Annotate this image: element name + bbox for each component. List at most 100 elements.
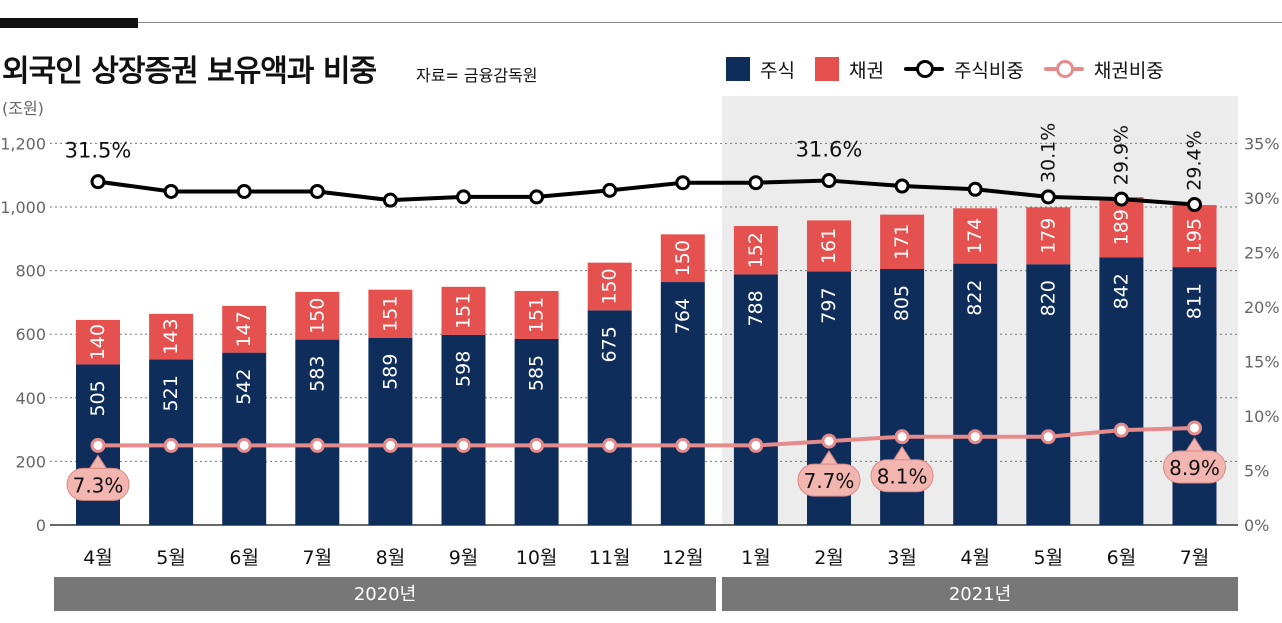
right-tick-label: 30% (1244, 189, 1280, 208)
left-axis-unit: (조원) (2, 99, 44, 118)
bar-stock-label: 589 (379, 354, 401, 390)
left-tick-label: 1,200 (0, 134, 46, 153)
bar-bond (1099, 197, 1144, 258)
bar-stock (1026, 264, 1071, 525)
stock-share-marker (90, 174, 106, 190)
stock-share-marker (894, 178, 910, 194)
bar-bond (1172, 205, 1217, 268)
bar-stock-label: 521 (160, 375, 182, 411)
left-tick-label: 800 (15, 262, 46, 281)
bar-stock (368, 337, 413, 525)
chart-title: 외국인 상장증권 보유액과 비중 (2, 54, 377, 89)
x-tick-label: 5월 (1034, 547, 1064, 569)
bond-share-marker (90, 437, 106, 453)
x-tick-label: 7월 (303, 547, 333, 569)
bar-stock-label: 811 (1184, 283, 1206, 319)
stock-share-annotation: 29.9% (1110, 125, 1132, 185)
bar-stock (441, 334, 486, 525)
year-group-label: 2021년 (949, 584, 1011, 605)
stock-share-line (97, 178, 1195, 207)
bar-bond-label: 150 (306, 298, 328, 334)
bar-stock (1099, 257, 1144, 525)
bond-share-marker (236, 437, 252, 453)
bond-share-annotation: 7.3% (73, 473, 124, 497)
bond-share-annotation: 8.9% (1169, 456, 1220, 480)
bar-stock-label: 585 (526, 355, 548, 391)
right-tick-label: 10% (1244, 407, 1280, 426)
left-tick-label: 0 (36, 516, 46, 535)
bar-stock-label: 822 (964, 279, 986, 315)
legend-label-bond-share: 채권비중 (1093, 59, 1164, 82)
bar-bond (880, 214, 925, 270)
bar-bond-label: 151 (526, 297, 548, 333)
stock-share-marker (1113, 191, 1129, 207)
stock-share-marker (236, 183, 252, 199)
bond-share-marker (1113, 422, 1129, 438)
x-tick-label: 12월 (662, 547, 704, 569)
x-tick-label: 6월 (1107, 547, 1137, 569)
bar-stock-label: 797 (818, 287, 840, 323)
bar-bond-label: 195 (1184, 218, 1206, 254)
bar-bond (295, 291, 340, 340)
x-tick-label: 4월 (960, 547, 990, 569)
bar-stock (587, 310, 632, 525)
right-tick-label: 35% (1244, 135, 1280, 154)
bar-bond-label: 174 (964, 218, 986, 254)
stock-share-marker (748, 175, 764, 191)
bar-stock-label: 805 (891, 285, 913, 321)
bar-bond (1026, 207, 1071, 265)
legend-swatch-bond (814, 57, 839, 81)
bar-bond-label: 140 (87, 324, 109, 360)
chart-source: 자료= 금융감독원 (416, 66, 538, 85)
year-group-label: 2020년 (354, 584, 416, 605)
bar-stock-label: 675 (599, 326, 621, 362)
bar-stock-label: 820 (1037, 280, 1059, 316)
year-group-bar (54, 577, 716, 611)
left-tick-label: 1,000 (0, 198, 46, 217)
bar-bond-label: 150 (599, 268, 621, 304)
x-tick-label: 9월 (449, 547, 479, 569)
bar-bond-label: 171 (891, 224, 913, 260)
bar-stock-label: 764 (672, 298, 694, 334)
bar-bond-label: 152 (745, 232, 767, 268)
bond-share-marker (456, 437, 471, 453)
bond-share-marker (309, 437, 325, 453)
stock-share-marker (163, 183, 179, 199)
stock-share-marker (382, 192, 398, 208)
stock-share-marker (1187, 197, 1202, 213)
stock-share-marker (1040, 189, 1056, 205)
stock-share-annotation: 30.1% (1037, 123, 1059, 183)
legend-item-bond: 채권 (814, 56, 884, 83)
bar-stock-label: 505 (87, 380, 109, 416)
right-tick-label: 15% (1244, 353, 1280, 372)
x-tick-label: 8월 (376, 547, 406, 569)
bar-stock (295, 339, 340, 525)
bar-stock (660, 282, 705, 525)
bond-share-line (98, 425, 1195, 448)
callout-bubble (797, 463, 861, 497)
right-tick-label: 20% (1244, 298, 1280, 317)
header-bar (0, 18, 138, 28)
callout-bubble (1163, 450, 1226, 484)
bond-share-marker (1187, 420, 1202, 436)
x-tick-label: 11월 (589, 547, 631, 569)
stock-share-marker (821, 173, 837, 189)
legend-label-bond: 채권 (848, 59, 884, 82)
bar-bond-label: 161 (818, 228, 840, 264)
left-tick-label: 400 (15, 389, 46, 408)
x-tick-label: 3월 (887, 547, 917, 569)
bond-share-marker (967, 429, 983, 445)
bar-bond (660, 234, 705, 283)
bar-bond (441, 286, 486, 335)
legend-swatch-stock (726, 57, 750, 81)
header-rule (138, 22, 1282, 23)
right-tick-label: 5% (1244, 462, 1269, 481)
bar-stock-label: 542 (233, 369, 255, 405)
bond-share-marker (382, 437, 398, 453)
stock-share-marker (602, 182, 618, 198)
legend: 주식 채권 주식비중 채권비중 (726, 54, 1184, 84)
bar-stock (953, 263, 998, 525)
bond-share-marker (748, 437, 764, 453)
bar-bond (807, 220, 851, 272)
